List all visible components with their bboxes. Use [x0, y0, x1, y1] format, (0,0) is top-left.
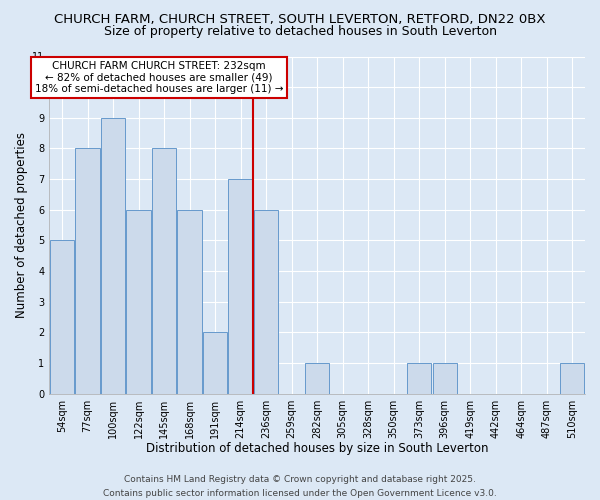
Bar — [433, 363, 457, 394]
Bar — [127, 210, 151, 394]
Bar — [254, 210, 278, 394]
Bar — [76, 148, 100, 394]
Bar — [178, 210, 202, 394]
Bar — [203, 332, 227, 394]
Bar — [305, 363, 329, 394]
Bar — [407, 363, 431, 394]
Bar — [152, 148, 176, 394]
Bar — [101, 118, 125, 394]
Bar — [560, 363, 584, 394]
Text: CHURCH FARM, CHURCH STREET, SOUTH LEVERTON, RETFORD, DN22 0BX: CHURCH FARM, CHURCH STREET, SOUTH LEVERT… — [54, 12, 546, 26]
Bar — [229, 179, 253, 394]
Text: Contains HM Land Registry data © Crown copyright and database right 2025.
Contai: Contains HM Land Registry data © Crown c… — [103, 476, 497, 498]
Bar — [50, 240, 74, 394]
Y-axis label: Number of detached properties: Number of detached properties — [15, 132, 28, 318]
Text: CHURCH FARM CHURCH STREET: 232sqm
← 82% of detached houses are smaller (49)
18% : CHURCH FARM CHURCH STREET: 232sqm ← 82% … — [35, 61, 283, 94]
X-axis label: Distribution of detached houses by size in South Leverton: Distribution of detached houses by size … — [146, 442, 488, 455]
Text: Size of property relative to detached houses in South Leverton: Size of property relative to detached ho… — [104, 25, 497, 38]
